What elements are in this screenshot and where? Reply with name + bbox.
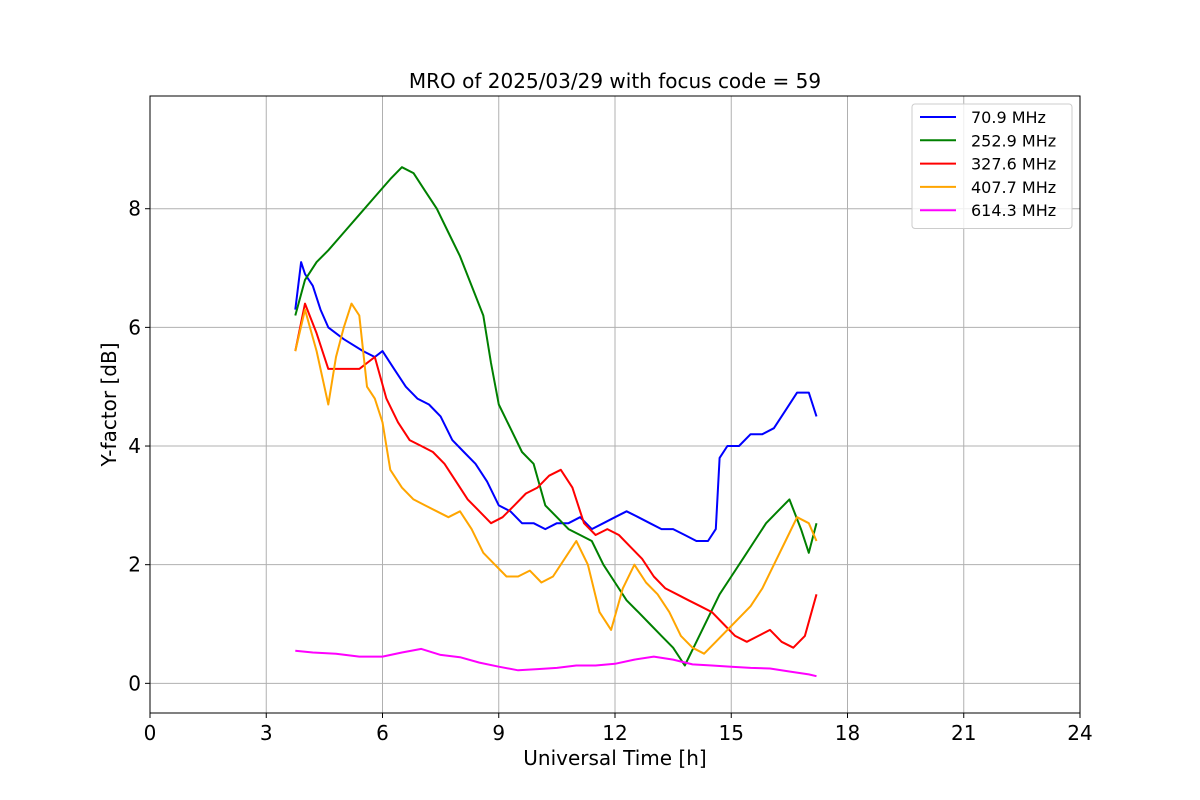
x-tick-label: 12 <box>602 721 627 745</box>
x-tick-label: 0 <box>144 721 157 745</box>
legend-label: 252.9 MHz <box>971 131 1056 150</box>
y-tick-label: 2 <box>128 553 141 577</box>
x-tick-label: 24 <box>1067 721 1092 745</box>
y-axis-label: Y-factor [dB] <box>97 342 121 467</box>
legend: 70.9 MHz 252.9 MHz 327.6 MHz 407.7 MHz 614.3… <box>911 103 1073 229</box>
x-tick-label: 3 <box>260 721 273 745</box>
x-axis-label: Universal Time [h] <box>523 746 706 770</box>
series-line-1 <box>294 166 818 667</box>
x-tick-label: 9 <box>492 721 505 745</box>
legend-label: 407.7 MHz <box>971 178 1056 197</box>
chart-title: MRO of 2025/03/29 with focus code = 59 <box>409 69 821 93</box>
series-line-0 <box>294 261 818 542</box>
x-tick-label: 15 <box>719 721 744 745</box>
series-line-3 <box>294 302 818 655</box>
y-tick-label: 4 <box>128 434 141 458</box>
x-tick-label: 21 <box>951 721 976 745</box>
x-tick-label: 18 <box>835 721 860 745</box>
legend-label: 70.9 MHz <box>971 108 1046 127</box>
series-line-2 <box>294 302 818 649</box>
y-tick-label: 0 <box>128 671 141 695</box>
legend-label: 327.6 MHz <box>971 155 1056 174</box>
legend-box <box>911 103 1073 229</box>
series-line-4 <box>295 647 817 678</box>
x-tick-label: 6 <box>376 721 389 745</box>
legend-label: 614.3 MHz <box>971 201 1056 220</box>
y-tick-label: 6 <box>128 315 141 339</box>
y-tick-label: 8 <box>128 197 141 221</box>
series-group <box>294 166 818 678</box>
